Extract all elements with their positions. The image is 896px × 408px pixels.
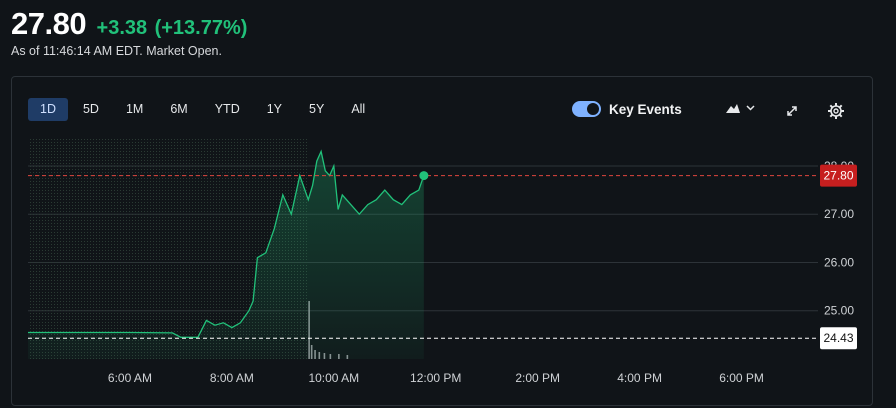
- current-price-tag-label: 27.80: [823, 169, 853, 183]
- range-tab-ytd[interactable]: YTD: [214, 102, 240, 116]
- last-price-dot: [419, 171, 429, 181]
- key-events-toggle[interactable]: Key Events: [572, 101, 682, 117]
- range-tabs: 1D 5D 1M 6M YTD 1Y 5Y All: [28, 98, 380, 121]
- range-tab-1y[interactable]: 1Y: [266, 102, 283, 116]
- previous-close-tag-label: 24.43: [823, 331, 853, 345]
- expand-icon[interactable]: [782, 101, 802, 121]
- y-tick-label: 27.00: [824, 207, 854, 221]
- range-tab-1d[interactable]: 1D: [28, 98, 68, 121]
- x-tick-label: 6:00 AM: [108, 371, 152, 385]
- quote-header: 27.80 +3.38 (+13.77%): [11, 6, 247, 42]
- y-tick-label: 26.00: [824, 255, 854, 269]
- range-tab-1m[interactable]: 1M: [125, 102, 144, 116]
- x-tick-label: 8:00 AM: [210, 371, 254, 385]
- key-events-label: Key Events: [609, 101, 682, 117]
- x-tick-label: 10:00 AM: [308, 371, 359, 385]
- current-price: 27.80: [11, 6, 87, 41]
- chart-type-dropdown[interactable]: [726, 103, 755, 113]
- range-tab-6m[interactable]: 6M: [170, 102, 188, 116]
- range-tab-5y[interactable]: 5Y: [309, 102, 325, 116]
- current-price-tag: 27.80: [820, 164, 857, 187]
- as-of-timestamp: As of 11:46:14 AM EDT. Market Open.: [11, 44, 222, 58]
- price-change-percent: (+13.77%): [154, 17, 248, 39]
- toggle-switch[interactable]: [572, 101, 601, 117]
- range-tab-all[interactable]: All: [351, 102, 366, 116]
- price-line: [28, 149, 425, 338]
- chart-card: 1D 5D 1M 6M YTD 1Y 5Y All Key Events: [11, 76, 873, 406]
- x-tick-label: 4:00 PM: [617, 371, 662, 385]
- x-tick-label: 12:00 PM: [410, 371, 461, 385]
- y-tick-label: 25.00: [824, 304, 854, 318]
- previous-close-tag: 24.43: [820, 327, 857, 350]
- x-tick-label: 6:00 PM: [719, 371, 764, 385]
- mountain-chart-icon: [726, 104, 740, 113]
- price-change: +3.38: [96, 17, 148, 39]
- x-tick-label: 2:00 PM: [515, 371, 560, 385]
- range-tab-5d[interactable]: 5D: [82, 102, 99, 116]
- price-area: [28, 151, 424, 359]
- chevron-down-icon: [746, 105, 755, 111]
- gear-icon[interactable]: [826, 101, 846, 121]
